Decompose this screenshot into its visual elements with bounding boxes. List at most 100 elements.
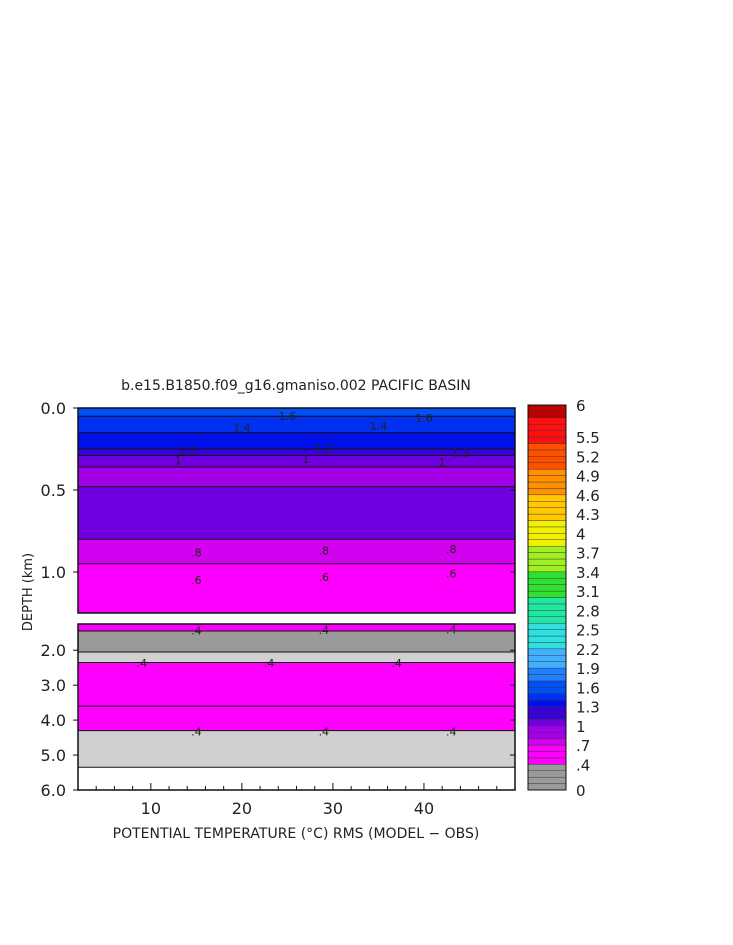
colorbar-swatch-10 — [527, 719, 567, 727]
colorbar-swatch-51 — [527, 456, 567, 463]
colorbar-swatch-22 — [527, 642, 567, 650]
colorbar-label-9: 3.1 — [576, 583, 600, 601]
colorbar-swatch-12 — [527, 706, 567, 714]
colorbar-label-2: 5.2 — [576, 448, 600, 466]
colorbar-swatch-45 — [527, 494, 567, 502]
upper-contour-label-7: 1.2 — [315, 441, 333, 454]
colorbar-swatch-31 — [527, 584, 567, 592]
colorbar-swatch-34 — [527, 565, 567, 573]
upper-y-tick-label-0: 0.0 — [41, 399, 66, 418]
lower-contour-label-1: .4 — [319, 624, 330, 637]
colorbar-label-0: 6 — [576, 397, 586, 415]
colorbar-label-5: 4.3 — [576, 506, 600, 524]
upper-y-tick-label-1: 0.5 — [41, 481, 66, 500]
upper-contour-label-4: .6 — [319, 571, 330, 584]
x-tick-label-3: 40 — [414, 799, 434, 818]
colorbar-label-8: 3.4 — [576, 564, 600, 582]
colorbar-swatch-26 — [527, 616, 567, 624]
upper-band-3 — [78, 449, 515, 456]
colorbar-swatch-48 — [527, 475, 567, 483]
lower-y-tick-label-4: 6.0 — [41, 781, 66, 800]
lower-band-6 — [78, 767, 515, 790]
colorbar-swatch-0 — [527, 783, 567, 791]
colorbar-swatch-32 — [527, 578, 567, 585]
lower-band-1 — [78, 630, 515, 652]
lower-y-tick-label-2: 4.0 — [41, 711, 66, 730]
upper-frame — [77, 407, 516, 614]
colorbar-swatch-28 — [527, 603, 567, 611]
colorbar-swatch-29 — [527, 597, 567, 605]
lower-contour-label-0: .4 — [191, 624, 202, 637]
colorbar-label-14: 1.6 — [576, 679, 600, 697]
colorbar-swatch-11 — [527, 712, 567, 720]
colorbar-swatch-21 — [527, 648, 567, 656]
upper-contour-label-9: 1 — [175, 454, 182, 467]
x-axis-label: POTENTIAL TEMPERATURE (°C) RMS (MODEL − … — [113, 826, 480, 842]
upper-contour-label-13: 1.4 — [370, 420, 388, 433]
upper-contour-label-11: 1 — [439, 456, 446, 469]
colorbar-swatch-40 — [527, 526, 567, 534]
y-axis-label: DEPTH (km) — [21, 553, 36, 631]
colorbar-swatch-20 — [527, 655, 567, 662]
lower-y-tick-label-1: 3.0 — [41, 676, 66, 695]
colorbar-label-6: 4 — [576, 525, 586, 543]
colorbar-swatch-3 — [527, 764, 567, 771]
upper-band-5 — [78, 467, 515, 487]
colorbar-swatch-36 — [527, 552, 567, 560]
upper-contour-label-6: 1.2 — [179, 445, 197, 458]
upper-band-2 — [78, 432, 515, 449]
colorbar-swatch-47 — [527, 481, 567, 489]
colorbar-label-1: 5.5 — [576, 429, 600, 447]
upper-band-0 — [78, 408, 515, 417]
colorbar-swatch-55 — [527, 430, 567, 438]
colorbar-swatch-19 — [527, 661, 567, 669]
colorbar-label-4: 4.6 — [576, 487, 600, 505]
lower-panel: .4 .4 .4 .4 .4 .4 .4 .4 .4 2.0 3.0 4.0 5.0 6.0 — [41, 623, 516, 800]
colorbar-swatch-52 — [527, 449, 567, 457]
upper-contour-label-5: .6 — [446, 568, 457, 581]
lower-band-5 — [78, 730, 515, 768]
upper-contour-label-0: .8 — [191, 546, 202, 559]
upper-contour-label-8: 1.2 — [452, 446, 470, 459]
upper-contour-label-1: .8 — [319, 545, 330, 558]
upper-contour-label-12: 1.4 — [233, 422, 251, 435]
colorbar-label-12: 2.2 — [576, 641, 600, 659]
colorbar-label-15: 1.3 — [576, 699, 600, 717]
colorbar-swatch-2 — [527, 770, 567, 778]
colorbar-swatch-24 — [527, 629, 567, 637]
colorbar-swatch-37 — [527, 545, 567, 553]
lower-band-4 — [78, 706, 515, 731]
colorbar-label-7: 3.7 — [576, 545, 600, 563]
colorbar-swatch-56 — [527, 424, 567, 431]
upper-band-6 — [78, 486, 515, 540]
colorbar-swatch-46 — [527, 488, 567, 496]
lower-contour-label-3: .4 — [136, 657, 147, 670]
colorbar-swatch-54 — [527, 436, 567, 444]
colorbar-swatch-58 — [527, 411, 567, 419]
colorbar-label-18: .4 — [576, 756, 590, 774]
upper-band-7 — [78, 539, 515, 564]
upper-contour-label-14: 1.6 — [279, 410, 297, 423]
colorbar-swatch-39 — [527, 533, 567, 540]
colorbar: 65.55.24.94.64.343.73.43.12.82.52.21.91.… — [527, 397, 600, 800]
lower-contour-label-8: .4 — [446, 725, 457, 738]
colorbar-label-10: 2.8 — [576, 602, 600, 620]
colorbar-swatch-38 — [527, 539, 567, 547]
colorbar-swatch-35 — [527, 558, 567, 566]
lower-contour-label-5: .4 — [391, 657, 402, 670]
x-tick-label-0: 10 — [141, 799, 161, 818]
colorbar-swatch-8 — [527, 732, 567, 739]
upper-y-tick-label-2: 1.0 — [41, 563, 66, 582]
colorbar-swatch-6 — [527, 744, 567, 752]
lower-band-2 — [78, 651, 515, 663]
colorbar-swatch-41 — [527, 520, 567, 528]
colorbar-swatch-4 — [527, 757, 567, 765]
colorbar-swatch-17 — [527, 674, 567, 682]
colorbar-swatch-33 — [527, 571, 567, 579]
colorbar-swatch-9 — [527, 725, 567, 733]
colorbar-swatch-15 — [527, 687, 567, 694]
colorbar-swatch-27 — [527, 610, 567, 617]
lower-contour-label-4: .4 — [264, 657, 275, 670]
upper-band-1 — [78, 416, 515, 433]
